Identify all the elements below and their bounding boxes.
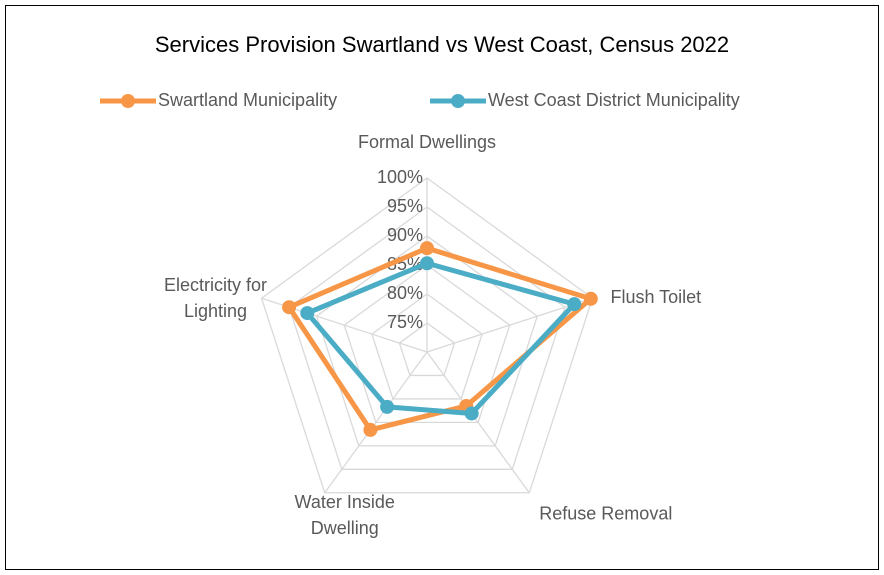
data-point (420, 241, 434, 256)
spoke (324, 351, 428, 494)
grid-ring (343, 264, 511, 424)
spoke (426, 297, 593, 353)
grid-ring (371, 293, 483, 400)
series-line (304, 260, 577, 416)
chart-title: Services Provision Swartland vs West Coa… (155, 32, 729, 57)
data-point (380, 399, 395, 414)
data-point (567, 297, 582, 312)
category-label: Flush Toilet (610, 287, 701, 307)
spoke (426, 351, 530, 494)
data-point (420, 256, 434, 271)
category-label: Formal Dwellings (358, 132, 496, 152)
r-tick-label: 95% (387, 196, 423, 216)
data-point (583, 291, 598, 306)
legend-marker (121, 94, 135, 108)
r-tick-label: 75% (387, 312, 423, 332)
legend-label: West Coast District Municipality (488, 90, 740, 110)
data-point (464, 406, 479, 421)
grid-ring (260, 177, 594, 494)
r-tick-label: 80% (387, 283, 423, 303)
data-point (282, 300, 297, 315)
r-tick-label: 90% (387, 225, 423, 245)
legend-marker (451, 94, 465, 108)
category-label: Refuse Removal (539, 504, 672, 524)
grid-ring (398, 322, 456, 377)
r-tick-label: 100% (377, 167, 423, 187)
legend-label: Swartland Municipality (158, 90, 337, 110)
series-line (286, 245, 594, 433)
data-point (363, 422, 378, 437)
category-label: Water Inside Dwelling (295, 492, 395, 538)
grid-ring (288, 206, 566, 470)
category-label: Electricity for Lighting (164, 275, 267, 321)
data-point (300, 306, 315, 321)
chart-border (5, 5, 879, 570)
